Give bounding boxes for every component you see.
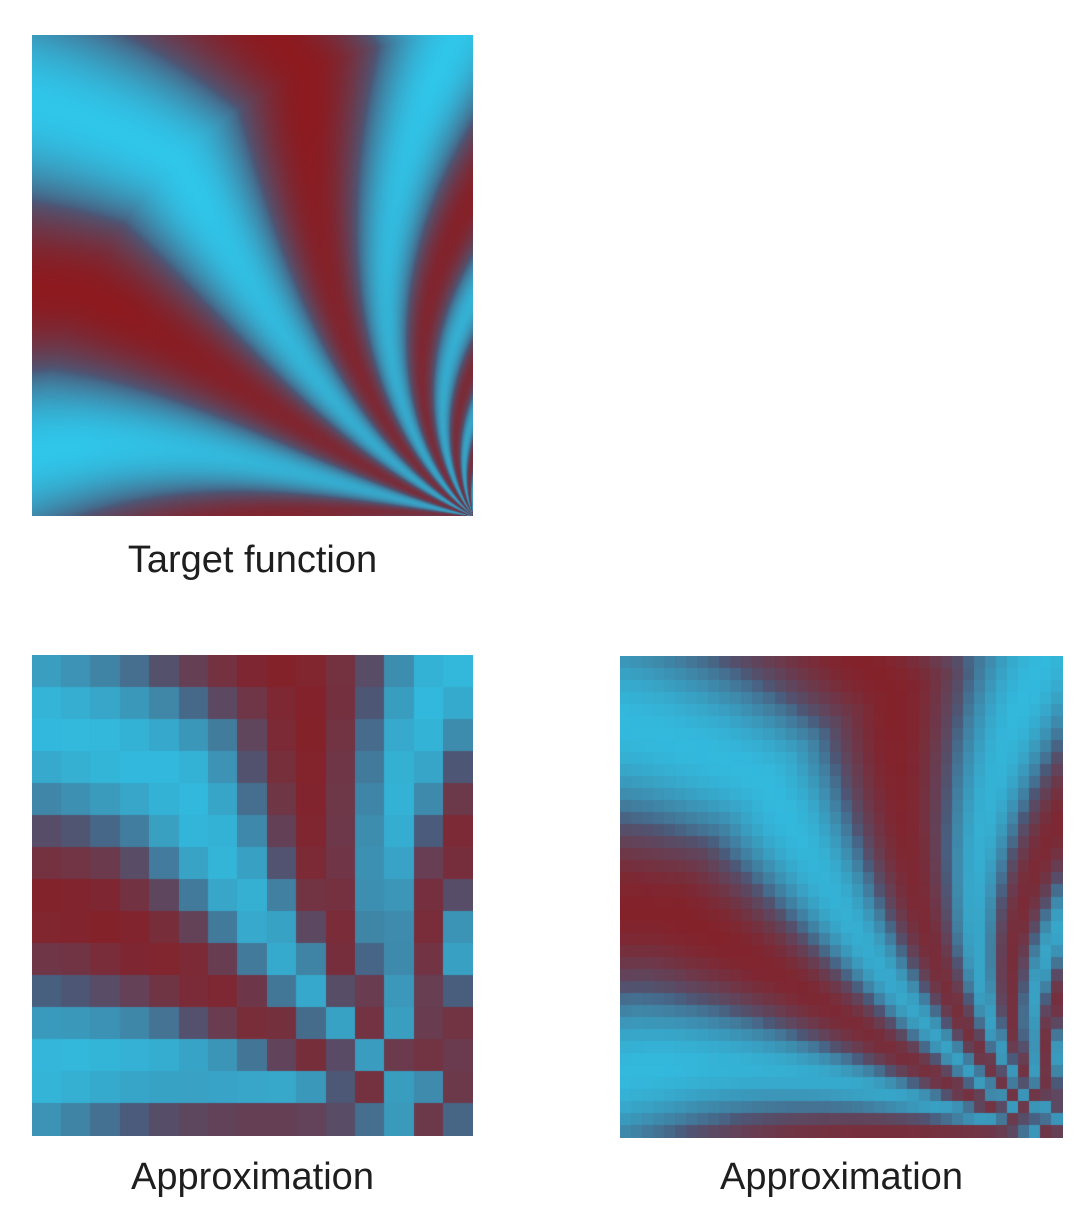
fine-approximation-image xyxy=(620,656,1063,1138)
target-function-caption: Target function xyxy=(127,539,378,581)
coarse-approximation-image xyxy=(32,655,473,1136)
target-function-heatmap xyxy=(32,35,473,516)
fine-approximation-heatmap xyxy=(620,656,1063,1138)
coarse-approximation-heatmap xyxy=(32,655,473,1136)
fine-approximation-caption: Approximation xyxy=(720,1156,963,1198)
coarse-approximation-caption: Approximation xyxy=(131,1156,374,1198)
target-function-image xyxy=(32,35,473,516)
